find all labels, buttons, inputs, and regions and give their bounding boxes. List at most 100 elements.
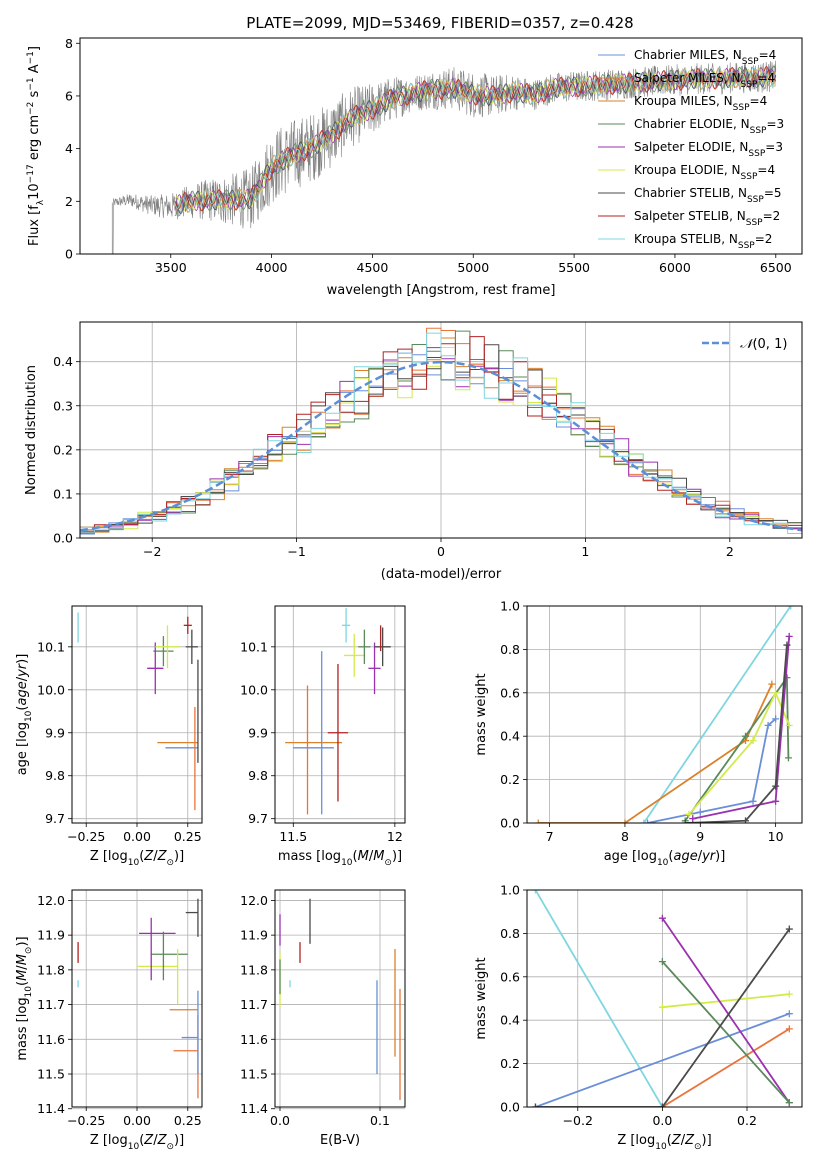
y-tick-label: 8 bbox=[65, 36, 73, 51]
y-tick-label: 10.1 bbox=[37, 639, 65, 654]
weight-point bbox=[749, 797, 757, 805]
x-tick-label: 6000 bbox=[659, 260, 691, 275]
weight-point bbox=[772, 782, 780, 790]
x-axis-label: mass [log10(M/M⊙)] bbox=[278, 849, 402, 868]
weight-point bbox=[685, 810, 693, 818]
y-axis-label: Normed distribution bbox=[24, 365, 39, 495]
weight-point bbox=[772, 689, 780, 697]
age_vs_mass-axes: 11.5 12 9.7 9.8 9.9 10.0 10.1 mass [log10(M/M⊙)… bbox=[240, 605, 406, 868]
weight-point bbox=[749, 737, 757, 745]
y-tick-label: 11.6 bbox=[240, 1032, 268, 1047]
figure-title: PLATE=2099, MJD=53469, FIBERID=0357, z=0… bbox=[246, 14, 633, 32]
legend-entry: 𝒩(0, 1) bbox=[740, 337, 787, 352]
x-tick-label: −0.25 bbox=[67, 1113, 105, 1128]
y-axis-label: mass weight bbox=[474, 673, 489, 755]
weight-series-line bbox=[535, 1012, 790, 1107]
y-tick-label: 9.9 bbox=[248, 725, 268, 740]
y-tick-label: 0.0 bbox=[53, 531, 73, 546]
x-tick-label: 0.2 bbox=[737, 1113, 757, 1128]
weight-series-line bbox=[685, 645, 788, 823]
spectrum-model-line bbox=[174, 66, 777, 213]
legend-entry: Kroupa MILES, NSSP=4 bbox=[634, 94, 767, 113]
weight-series-line bbox=[538, 683, 773, 823]
weight-point bbox=[741, 732, 749, 740]
axes-frame bbox=[526, 605, 803, 824]
y-tick-label: 4 bbox=[65, 141, 73, 156]
x-tick-label: 6500 bbox=[760, 260, 792, 275]
weight-series-line bbox=[688, 690, 791, 815]
weight-series-line bbox=[534, 890, 664, 1107]
y-tick-label: 0.0 bbox=[500, 1100, 520, 1115]
age_vs_z-marks bbox=[77, 612, 199, 811]
y-tick-label: 9.7 bbox=[45, 811, 65, 826]
weight-point bbox=[658, 1103, 666, 1107]
y-tick-label: 0.6 bbox=[500, 685, 520, 700]
y-tick-label: 11.6 bbox=[37, 1032, 65, 1047]
x-axis-label: age [log10(age/yr)] bbox=[604, 849, 726, 868]
spectrum-model-line bbox=[174, 65, 777, 212]
weight-point bbox=[785, 1010, 793, 1018]
legend-entry: Chabrier MILES, NSSP=4 bbox=[634, 48, 776, 67]
y-tick-label: 12.0 bbox=[240, 893, 268, 908]
residuals-marks bbox=[80, 327, 802, 535]
weight-series-line bbox=[662, 993, 790, 1009]
weight-series-line bbox=[661, 960, 790, 1104]
weight-point bbox=[785, 1099, 793, 1107]
weight_vs_z-marks bbox=[531, 890, 793, 1107]
y-tick-label: 11.8 bbox=[240, 962, 268, 977]
x-tick-label: 0 bbox=[437, 544, 445, 559]
weight-point bbox=[531, 1103, 539, 1107]
y-tick-label: 0.8 bbox=[500, 642, 520, 657]
y-tick-label: 0.0 bbox=[500, 816, 520, 831]
y-tick-label: 0.1 bbox=[53, 486, 73, 501]
gaussian-curve bbox=[80, 360, 802, 532]
y-tick-label: 0.3 bbox=[53, 398, 73, 413]
y-tick-label: 0.6 bbox=[500, 969, 520, 984]
legend-entry: Chabrier ELODIE, NSSP=3 bbox=[634, 117, 784, 136]
weight_vs_age-marks bbox=[534, 606, 795, 823]
x-axis-label: Z [log10(Z/Z⊙)] bbox=[90, 1133, 184, 1152]
spectrum-model-line bbox=[174, 67, 777, 215]
histogram-series bbox=[80, 327, 802, 531]
y-tick-label: 0 bbox=[65, 247, 73, 262]
weight-point bbox=[772, 715, 780, 723]
mass_vs_ebv-marks bbox=[279, 898, 401, 1101]
y-tick-label: 1.0 bbox=[500, 883, 520, 898]
weight-point bbox=[783, 641, 791, 649]
x-tick-label: −2 bbox=[143, 544, 161, 559]
weight-point bbox=[785, 721, 793, 729]
spectrum-legend: Chabrier MILES, NSSP=4 Salpeter MILES, NS… bbox=[598, 48, 784, 251]
weight-point bbox=[658, 958, 666, 966]
axes-frame bbox=[79, 37, 803, 255]
mass_vs_z-axes: −0.25 0.00 0.25 11.4 11.5 11.6 11.7 11.8 11.9 12.… bbox=[15, 889, 203, 1152]
x-tick-label: 9 bbox=[696, 829, 704, 844]
x-tick-label: 5500 bbox=[558, 260, 590, 275]
weight-point bbox=[534, 819, 542, 823]
y-tick-label: 6 bbox=[65, 88, 73, 103]
y-tick-label: 11.9 bbox=[240, 928, 268, 943]
y-tick-label: 11.7 bbox=[240, 997, 268, 1012]
weight-point bbox=[681, 819, 689, 823]
mass_vs_z-marks bbox=[77, 898, 199, 1099]
y-tick-label: 11.9 bbox=[37, 928, 65, 943]
weight-point bbox=[784, 754, 792, 762]
y-axis-label: mass [log10(M/M⊙)] bbox=[15, 936, 34, 1060]
x-tick-label: 0.00 bbox=[123, 829, 151, 844]
weight-series-line bbox=[684, 674, 790, 822]
y-tick-label: 0.2 bbox=[53, 442, 73, 457]
y-tick-label: 11.4 bbox=[37, 1101, 65, 1116]
y-tick-label: 11.5 bbox=[240, 1067, 268, 1082]
axes-frame bbox=[274, 889, 406, 1108]
x-tick-label: 2 bbox=[726, 544, 734, 559]
y-tick-label: 0.4 bbox=[500, 729, 520, 744]
weight-point bbox=[785, 632, 793, 640]
weight-series-line bbox=[535, 928, 791, 1107]
weight-point bbox=[696, 808, 704, 816]
weight-point bbox=[644, 819, 652, 823]
y-tick-label: 11.7 bbox=[37, 997, 65, 1012]
legend-entry: Chabrier STELIB, NSSP=5 bbox=[634, 186, 782, 205]
weight_vs_age-axes: 7 8 9 10 0.0 0.2 0.4 0.6 0.8 1.0 age [log10(age/yr… bbox=[474, 599, 803, 868]
x-tick-label: 0.0 bbox=[652, 1113, 672, 1128]
spectrum-model-line bbox=[174, 67, 777, 212]
legend-entry: Salpeter ELODIE, NSSP=3 bbox=[634, 140, 783, 159]
